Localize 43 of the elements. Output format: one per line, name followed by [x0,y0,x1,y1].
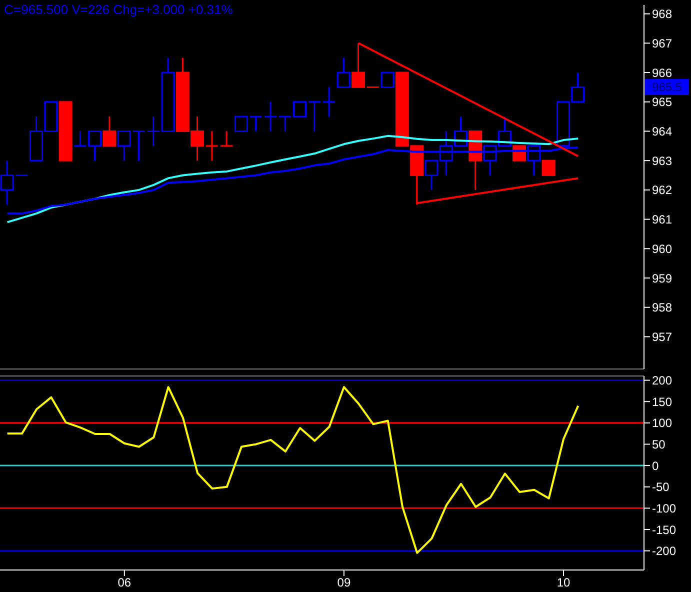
y-tick-label: 150 [652,394,672,409]
candlestick [220,130,234,147]
x-tick-label: 06 [118,576,132,590]
y-tick-label: 965 [652,95,672,110]
candlestick [234,116,248,132]
candlestick [336,57,350,88]
candlestick [88,130,102,162]
y-tick-label: -100 [652,501,676,516]
candlestick [380,72,394,88]
y-tick-label: -50 [652,480,670,494]
x-tick-label: 10 [556,576,570,590]
candlestick [278,116,292,132]
y-tick-label: 968 [652,7,672,22]
candlestick [146,116,160,147]
y-tick-label: 962 [652,183,672,198]
candlestick [102,116,116,147]
candlestick [308,101,322,132]
y-tick-label: 961 [652,212,672,227]
candlestick [249,116,263,132]
x-tick-label: 09 [337,576,351,590]
y-tick-label: 100 [652,416,672,430]
y-tick-label: 966 [652,66,672,80]
y-tick-label: 967 [652,36,672,50]
candlestick [73,130,87,147]
y-tick-label: -150 [652,522,676,537]
y-tick-label: 964 [652,124,672,138]
y-tick-label: 958 [652,300,672,315]
candlestick [542,160,556,176]
y-tick-label: 960 [652,242,672,256]
candlestick [264,101,278,132]
y-tick-label: 0 [652,458,659,473]
line-series [6,386,580,554]
y-tick-label: 959 [652,271,672,286]
y-tick-label: 50 [652,437,666,452]
y-tick-label: -200 [652,544,676,558]
y-tick-label: 200 [652,374,672,388]
candlestick [205,130,219,162]
y-tick-label: 957 [652,330,672,344]
text: 965.5 [645,79,689,96]
candlestick [322,86,336,118]
candlestick [292,101,306,118]
y-tick-label: 963 [652,154,672,168]
chart-title: C=965.500 V=226 Chg=+3.000 +0.31% [4,2,233,17]
